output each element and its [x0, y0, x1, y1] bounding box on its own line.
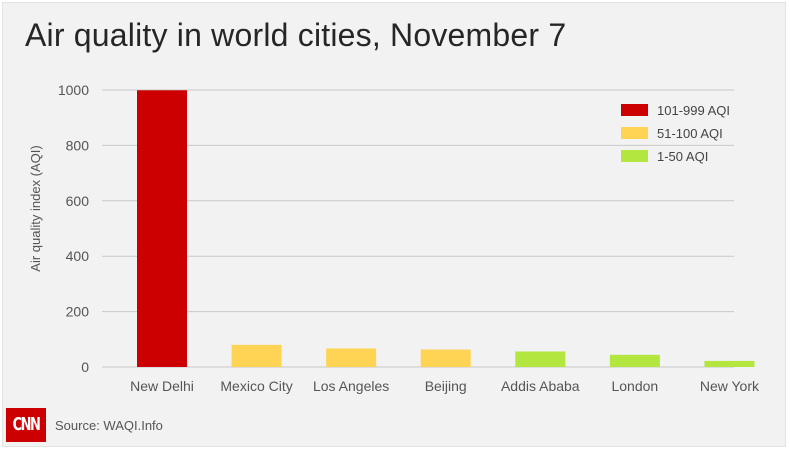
bar-beijing [420, 349, 471, 367]
x-tick-label: Addis Ababa [501, 378, 580, 394]
bar-los-angeles [326, 348, 377, 367]
source-note: Source: WAQI.Info [55, 418, 163, 433]
legend-label: 1-50 AQI [657, 149, 708, 164]
x-tick-label: Los Angeles [313, 378, 389, 394]
bar-chart: 0 200 400 600 800 1000 Air quality index (AQI)… [28, 82, 760, 394]
legend-swatch [621, 104, 648, 116]
y-tick-label: 1000 [58, 82, 89, 98]
x-tick-label: New Delhi [130, 378, 194, 394]
x-tick-label: London [611, 378, 658, 394]
chart-title: Air quality in world cities, November 7 [25, 17, 567, 53]
legend-label: 51-100 AQI [657, 126, 723, 141]
y-tick-label: 0 [81, 359, 89, 375]
cnn-logo: CNN [6, 408, 46, 442]
chart-card: Air quality in world cities, November 7 … [2, 2, 786, 447]
bar-new-york [704, 360, 755, 367]
chart-footer: CNN Source: WAQI.Info [3, 406, 785, 446]
legend-swatch [621, 127, 648, 139]
cnn-logo-text: CNN [12, 414, 41, 436]
y-axis-label: Air quality index (AQI) [28, 145, 43, 271]
bar-new-delhi [137, 90, 187, 367]
bar-mexico-city [231, 344, 282, 367]
bar-addis-ababa [515, 351, 566, 367]
y-tick-label: 200 [66, 304, 90, 320]
legend-label: 101-999 AQI [657, 103, 730, 118]
y-tick-label: 400 [66, 248, 90, 264]
x-tick-label: Mexico City [220, 378, 292, 394]
legend-swatch [621, 150, 648, 162]
x-tick-label: Beijing [425, 378, 467, 394]
y-tick-label: 600 [66, 193, 90, 209]
x-tick-label: New York [700, 378, 760, 394]
y-tick-label: 800 [66, 137, 90, 153]
bar-london [609, 354, 660, 367]
